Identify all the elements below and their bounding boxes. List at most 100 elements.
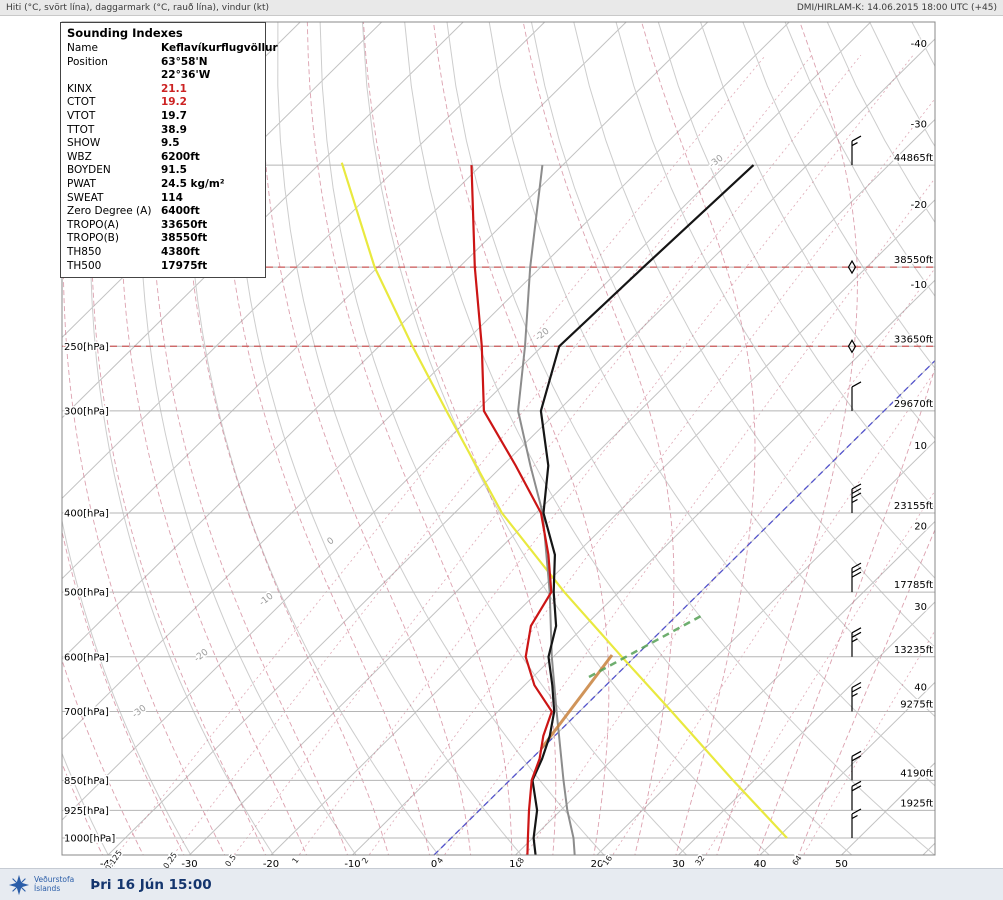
temperature-tick-label: 30 <box>672 859 685 870</box>
index-label: TH500 <box>67 259 102 272</box>
pressure-axis-label: 850[hPa] <box>64 776 109 787</box>
isotherm-line <box>62 22 709 660</box>
index-value: 9.5 <box>161 137 180 150</box>
index-row: TROPO(B) 38550ft <box>67 232 259 246</box>
index-row: KINX 21.1 <box>67 83 259 97</box>
wind-barb-full <box>851 135 862 142</box>
isotherm-line <box>515 440 935 855</box>
altitude-label: 9275ft <box>900 699 933 710</box>
legend-bar: Hiti (°C, svört lína), daggarmark (°C, r… <box>0 0 1003 16</box>
wind-barb-full <box>851 686 862 693</box>
index-value: 6400ft <box>161 205 200 218</box>
index-row: BOYDEN 91.5 <box>67 164 259 178</box>
plot-frame <box>61 21 936 856</box>
index-value: 91.5 <box>161 164 187 177</box>
isotherm-line <box>189 118 935 855</box>
wind-barb-half <box>851 638 858 643</box>
mixing-ratio-line <box>368 98 935 855</box>
altitude-label: 29670ft <box>894 399 933 410</box>
wind-barb-half <box>851 142 858 147</box>
yellow-reference-curve <box>340 162 788 839</box>
index-row: SWEAT 114 <box>67 192 259 206</box>
index-label: SWEAT <box>67 191 104 204</box>
valid-time-label: Þri 16 Jún 15:00 <box>90 876 212 893</box>
isotherm-line <box>62 22 872 821</box>
wind-barb-full <box>851 571 862 578</box>
temperature-tick-label: -30 <box>181 859 197 870</box>
index-value: 21.1 <box>161 82 187 95</box>
index-value: 33650ft <box>161 218 208 231</box>
index-label: Zero Degree (A) <box>67 205 152 218</box>
moist-adiabat-line <box>716 22 858 855</box>
vedurstofa-logo-icon <box>8 874 30 895</box>
moist-adiabat-line <box>62 22 226 855</box>
mixing-ratio-line <box>172 54 813 855</box>
dry-adiabat-line <box>446 22 935 855</box>
index-label: TROPO(A) <box>67 218 119 231</box>
index-row: Position 63°58'N 22°36'W <box>67 56 259 83</box>
moist-adiabat-line <box>757 366 935 855</box>
isotherm-line <box>678 601 935 855</box>
mixing-ratio-line <box>802 629 935 855</box>
logo-line1: Veðurstofa <box>34 874 75 884</box>
dry-adiabat-line <box>573 22 935 648</box>
dry-adiabat-line <box>742 22 935 369</box>
index-label: VTOT <box>67 109 96 122</box>
dry-adiabat-line <box>361 22 770 855</box>
index-row: VTOT 19.7 <box>67 110 259 124</box>
index-label: Position <box>67 55 108 68</box>
index-row: SHOW 9.5 <box>67 137 259 151</box>
wind-barb-full <box>851 487 862 494</box>
index-row: TROPO(A) 33650ft <box>67 219 259 233</box>
isotherm-line <box>596 520 935 855</box>
altitude-label: 23155ft <box>894 501 933 512</box>
right-temperature-label: -30 <box>911 119 927 130</box>
altitude-label: 33650ft <box>894 334 933 345</box>
index-value: 63°58'N 22°36'W <box>161 55 211 82</box>
isotherm-line <box>759 681 935 855</box>
index-value: Keflavíkurflugvöllur <box>161 42 278 54</box>
index-label: BOYDEN <box>67 164 111 177</box>
isotherm-line <box>62 22 464 419</box>
altitude-label: 38550ft <box>894 255 933 266</box>
index-row: Name Keflavíkurflugvöllur <box>67 42 278 56</box>
temperature-tick-label: 0 <box>431 859 437 870</box>
indexes-rows: Name Keflavíkurflugvöllur Position 63°58'N … <box>67 42 278 273</box>
index-value: 24.5 kg/m² <box>161 177 225 190</box>
temperature-tick-label: 40 <box>754 859 767 870</box>
index-value: 19.2 <box>161 96 187 109</box>
pressure-axis-label: 1000[hPa] <box>64 833 115 844</box>
pressure-axis-label: 925[hPa] <box>64 806 109 817</box>
index-row: TTOT 38.9 <box>67 124 259 138</box>
pressure-axis-label: 500[hPa] <box>64 588 109 599</box>
wind-barb-half <box>851 498 858 503</box>
wind-barb-full <box>851 785 862 792</box>
temperature-tick-label: -40 <box>100 859 116 870</box>
calm-wind-marker <box>847 259 857 275</box>
wind-barb-full <box>851 381 862 388</box>
index-label: Name <box>67 42 98 54</box>
zero-isotherm-line <box>433 359 935 855</box>
moist-adiabat-line <box>183 22 389 855</box>
altitude-label: 44865ft <box>894 153 933 164</box>
index-row: Zero Degree (A) 6400ft <box>67 205 259 219</box>
temperature-tick-label: 10 <box>509 859 522 870</box>
logo-text: Veðurstofa Íslands <box>34 874 75 893</box>
moist-adiabat-line <box>120 22 307 855</box>
index-value: 6200ft <box>161 150 200 163</box>
index-value: 19.7 <box>161 109 187 122</box>
dry-adiabat-line <box>615 22 935 579</box>
pressure-axis-label: 600[hPa] <box>64 652 109 663</box>
wind-barb-full <box>851 631 862 638</box>
isotherm-line <box>62 22 790 741</box>
dry-adiabat-line <box>277 22 605 855</box>
altitude-label: 4190ft <box>900 768 933 779</box>
temperature-tick-label: 50 <box>835 859 848 870</box>
dry-adiabat-line <box>319 22 688 855</box>
altitude-label: 13235ft <box>894 645 933 656</box>
indexes-title: Sounding Indexes <box>67 26 183 40</box>
background-grid <box>62 22 935 855</box>
right-temperature-label: -40 <box>911 39 927 50</box>
index-row: WBZ 6200ft <box>67 151 259 165</box>
